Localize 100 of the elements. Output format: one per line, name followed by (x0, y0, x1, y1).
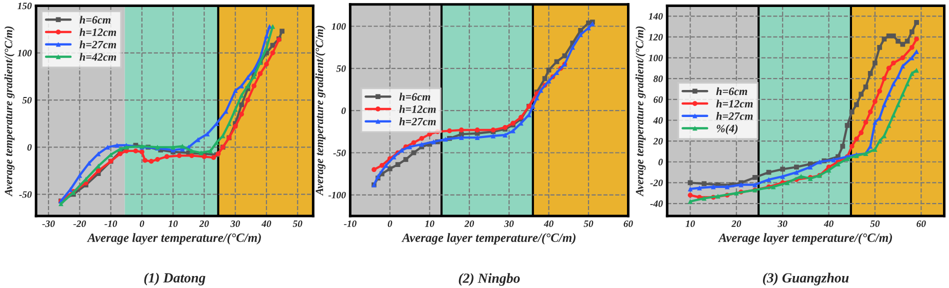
point (766, 177, 772, 182)
point (202, 154, 207, 160)
legend-label: h=6cm (80, 16, 111, 24)
point (534, 96, 540, 100)
point (447, 128, 452, 134)
y-axis-title: Average temperature gradient/(°C/m) (636, 26, 646, 197)
y-tick-label: 0 (27, 144, 32, 151)
y-tick-label: 20 (653, 138, 663, 145)
point (155, 157, 160, 162)
y-tick-label: -40 (650, 200, 663, 207)
point (226, 121, 232, 126)
point (264, 62, 269, 67)
point (909, 29, 914, 34)
point (530, 104, 536, 109)
point (387, 166, 392, 172)
point (688, 192, 693, 198)
x-tick-label: 50 (870, 220, 880, 228)
point (780, 166, 786, 172)
x-tick-label: -10 (344, 220, 356, 228)
y-tick-label: 100 (18, 50, 32, 56)
x-tick-label: 60 (624, 220, 633, 228)
text: (1) Datong (144, 272, 206, 286)
point (270, 24, 276, 29)
point (142, 158, 148, 163)
point (882, 76, 887, 82)
point (702, 181, 707, 186)
point (872, 146, 878, 152)
point (372, 167, 376, 172)
point (891, 112, 896, 118)
point (474, 135, 480, 140)
text: (2) Ningbo (458, 273, 520, 286)
point (770, 184, 776, 190)
point (458, 128, 464, 132)
point (105, 144, 110, 150)
point (858, 92, 864, 97)
x-tick-label: 30 (230, 220, 240, 228)
point (830, 157, 836, 162)
point (900, 55, 906, 60)
x-tick-label: 10 (686, 220, 695, 228)
point (896, 74, 900, 79)
point (854, 136, 859, 142)
point (886, 92, 892, 97)
x-tick-label: 40 (261, 220, 272, 228)
legend-label: h=42cm (80, 52, 116, 61)
point (868, 109, 873, 114)
point (858, 130, 864, 136)
legend-label: h=12cm (399, 105, 436, 113)
point (258, 71, 263, 76)
point (900, 64, 906, 69)
x-tick-label: 30 (504, 220, 514, 228)
point (189, 153, 194, 158)
point (688, 186, 693, 192)
x-tick-label: 50 (584, 220, 594, 228)
legend-label: %(4) (716, 124, 738, 134)
point (245, 98, 250, 102)
y-tick-label: 50 (22, 96, 32, 104)
point (909, 70, 914, 76)
y-tick-label: 100 (332, 23, 346, 30)
point (510, 128, 516, 134)
point (877, 88, 882, 94)
y-tick-label: 60 (654, 96, 663, 103)
point (826, 168, 832, 173)
point (702, 196, 707, 201)
point (904, 38, 910, 44)
x-tick-label: 10 (168, 220, 178, 228)
x-tick-label: 20 (731, 220, 742, 228)
y-axis-title: Average temperature gradient/(°C/m) (315, 26, 326, 196)
point (198, 150, 204, 156)
y-tick-label: -20 (650, 180, 663, 186)
point (270, 50, 276, 56)
x-tick-label: -10 (104, 220, 118, 228)
point (118, 146, 123, 152)
point (164, 154, 170, 160)
point (538, 88, 544, 93)
y-tick-label: 40 (653, 117, 663, 124)
point (886, 123, 892, 128)
point (724, 184, 730, 190)
point (502, 132, 508, 138)
point (395, 162, 400, 167)
point (780, 174, 786, 179)
legend-label: h=27cm (716, 112, 753, 120)
x-tick-label: 40 (824, 220, 834, 228)
point (914, 36, 919, 42)
point (752, 175, 758, 180)
point (817, 159, 822, 164)
text: (3) Guangzhou (762, 272, 849, 286)
y-tick-label: 150 (18, 2, 32, 10)
point (380, 162, 384, 168)
x-tick-label: -20 (73, 220, 86, 228)
point (180, 144, 185, 149)
x-tick-label: 20 (199, 220, 209, 228)
x-axis-title: Average layer temperature/(°C/m) (86, 233, 261, 245)
point (431, 139, 436, 144)
point (784, 180, 790, 186)
point (697, 185, 702, 190)
point (232, 107, 238, 112)
point (844, 123, 850, 128)
legend-label: h=27cm (80, 40, 116, 48)
point (840, 144, 846, 149)
point (836, 162, 840, 166)
